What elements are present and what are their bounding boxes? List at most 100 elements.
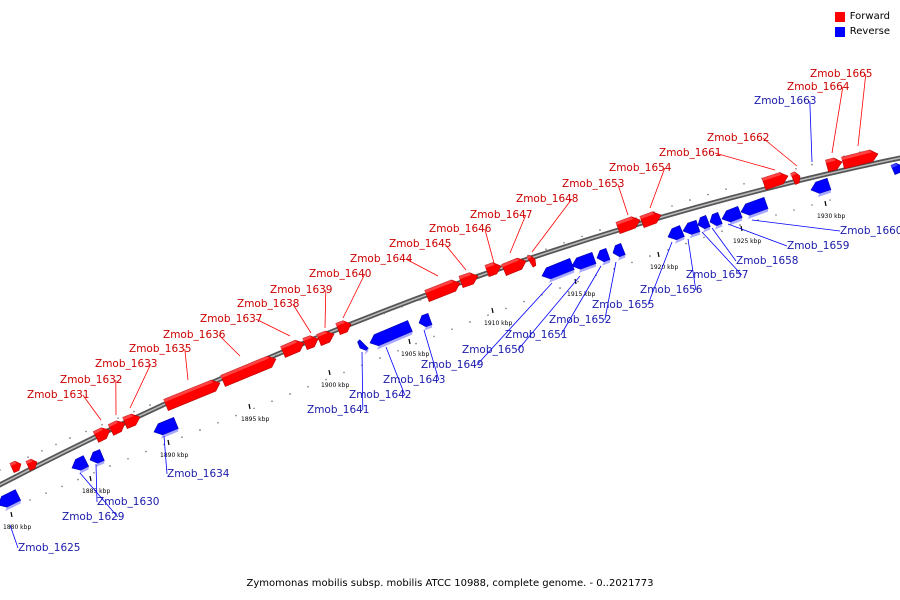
gene-label-zmob_1660: Zmob_1660	[840, 225, 900, 237]
lower-track-dot	[811, 204, 813, 206]
lower-track-dot	[289, 393, 291, 395]
gene-leader-line	[687, 238, 697, 291]
gene-arrow-zmob_1663	[810, 177, 832, 194]
scale-label: 1895 kbp	[241, 416, 269, 423]
gene-arrow-zmob_1662-shade	[790, 171, 797, 177]
gene-label-zmob_1655: Zmob_1655	[592, 299, 654, 311]
gene-arrow-zmob_1652	[612, 243, 626, 258]
legend-forward-label: Forward	[849, 11, 890, 22]
upper-track-dot	[133, 410, 135, 413]
upper-track-dot	[743, 183, 745, 185]
gene-leader-line	[647, 241, 673, 306]
gene-label-zmob_1656: Zmob_1656	[640, 284, 703, 296]
gene-arrow-zmob_1642	[369, 320, 413, 347]
lower-track-dot	[685, 242, 687, 245]
lower-track-dot	[433, 335, 435, 338]
gene-label-zmob_1636: Zmob_1636	[163, 329, 226, 341]
gene-label-zmob_1635: Zmob_1635	[129, 343, 191, 355]
lower-track-dot	[29, 499, 31, 501]
scale-tick	[328, 369, 331, 376]
gene-label-zmob_1639: Zmob_1639	[270, 284, 332, 296]
lower-track-dot	[235, 414, 237, 417]
gene-arrow-zmob_1652-shade	[617, 254, 626, 261]
gene-leader-line	[79, 472, 119, 518]
reverse-swatch	[834, 26, 845, 37]
gene-label-zmob_1657: Zmob_1657	[686, 269, 748, 281]
gene-label-zmob_1653: Zmob_1653	[562, 178, 624, 190]
gene-arrow-zmob_1637-shade	[280, 340, 298, 350]
gene-arrow-zmob_1642-shade	[376, 331, 413, 350]
scale-tick	[408, 338, 411, 345]
gene-label-zmob_1634: Zmob_1634	[167, 468, 230, 480]
upper-track-dot	[383, 312, 385, 315]
lower-track-dot	[271, 400, 273, 403]
gene-arrow-zmob_1663-shade	[817, 189, 831, 198]
gene-arrow-zmob_1630	[89, 449, 105, 464]
upper-track-dot	[85, 430, 87, 433]
lower-track-dot	[667, 249, 669, 251]
forward-swatch	[834, 11, 845, 22]
upper-track-dot	[419, 299, 421, 301]
lower-track-dot	[469, 321, 471, 323]
lower-track-dot	[343, 371, 345, 374]
gene-leader-line	[82, 394, 102, 421]
gene-arrow-zmob_1638-shade	[302, 335, 312, 342]
gene-arrow-zmob_1665-shade	[841, 149, 872, 161]
lower-track-dot	[631, 261, 633, 264]
gene-arrow-zmob_1636	[220, 355, 277, 387]
upper-track-dot	[581, 235, 583, 238]
gene-label-zmob_1648: Zmob_1648	[516, 193, 578, 205]
gene-arrow-zmob_1658	[709, 212, 723, 227]
lower-track-dot	[45, 492, 47, 495]
scale-label: 1930 kbp	[817, 213, 845, 220]
lower-track-dot	[325, 378, 327, 381]
gene-leader-line	[617, 183, 629, 216]
gene-leader-line	[714, 152, 776, 171]
gene-label-zmob_1663: Zmob_1663	[754, 95, 816, 107]
legend-item-forward: Forward	[834, 9, 890, 24]
gene-leader-line	[509, 214, 527, 254]
gene-leader-line	[831, 86, 844, 154]
gene-arrow-zmob_1629	[71, 455, 90, 471]
gene-arrow-zmob_1645-shade	[459, 272, 472, 280]
gene-arrow-zmob_1653-shade	[615, 216, 634, 226]
gene-arrow-zmob_1654-shade	[639, 211, 655, 220]
gene-label-zmob_1662: Zmob_1662	[707, 132, 769, 144]
gene-leader-line	[444, 243, 467, 271]
gene-arrow-zmob_1649-shade	[548, 269, 575, 283]
gene-arrow-zmob_1625	[0, 489, 22, 508]
gene-leader-line	[423, 329, 440, 381]
gene-arrow-zmob_1658-shade	[714, 223, 723, 230]
upper-track-dot	[689, 199, 691, 201]
gene-arrow-zmob_1629-shade	[79, 466, 89, 475]
gene-leader-line	[751, 219, 841, 232]
gene-leader-line	[324, 289, 327, 329]
gene-leader-line	[361, 351, 364, 411]
lower-track-dot	[487, 314, 489, 317]
lower-track-dot	[703, 236, 705, 239]
lower-track-dot	[181, 436, 183, 439]
scale-tick	[248, 403, 251, 410]
upper-track-dot	[563, 242, 565, 244]
upper-track-dot	[725, 188, 727, 190]
upper-track-dot	[101, 424, 103, 426]
scale-label: 1900 kbp	[321, 382, 349, 389]
upper-track-dot	[149, 404, 151, 406]
upper-track-dot	[671, 205, 673, 207]
upper-track-dot	[27, 456, 29, 459]
gene-leader-line	[218, 334, 241, 357]
gene-arrow-zmob_1655	[667, 225, 685, 241]
gene-arrow-zmob_1650-shade	[578, 263, 597, 273]
gene-arrow-zmob_1660-shade	[747, 208, 769, 219]
gene-label-zmob_1661: Zmob_1661	[659, 147, 721, 159]
gene-arrow-zmob_1664-shade	[825, 158, 836, 164]
scale-label: 1905 kbp	[401, 351, 429, 358]
lower-track-dot	[379, 357, 381, 359]
scale-label: 1890 kbp	[160, 452, 188, 459]
strand-legend: Forward Reverse	[834, 9, 890, 39]
gene-label-zmob_1664: Zmob_1664	[787, 81, 850, 93]
gene-arrow-partial-shade	[9, 461, 17, 467]
gene-arrow-zmob_1657	[697, 215, 711, 230]
